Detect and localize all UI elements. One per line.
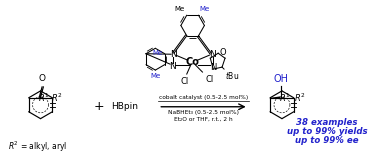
Text: Me: Me — [150, 73, 161, 79]
Text: Me: Me — [200, 6, 210, 12]
Text: Me: Me — [175, 6, 185, 12]
Text: NaBHEt₃ (0.5-2.5 mol%): NaBHEt₃ (0.5-2.5 mol%) — [168, 110, 239, 115]
Text: $R^2$ = alkyl, aryl: $R^2$ = alkyl, aryl — [8, 139, 67, 154]
Text: Me: Me — [152, 50, 163, 56]
Polygon shape — [270, 96, 280, 99]
Text: O: O — [219, 48, 226, 57]
Text: OH: OH — [273, 74, 288, 84]
Text: $R^2$: $R^2$ — [51, 92, 63, 104]
Text: Cl: Cl — [181, 77, 189, 86]
Text: +: + — [94, 100, 105, 113]
Text: up to 99% ee: up to 99% ee — [295, 135, 359, 145]
Text: cobalt catalyst (0.5-2.5 mol%): cobalt catalyst (0.5-2.5 mol%) — [159, 95, 248, 100]
Text: $t$Bu: $t$Bu — [225, 70, 239, 81]
Text: N: N — [169, 62, 175, 71]
Text: HBpin: HBpin — [111, 102, 138, 111]
Text: Cl: Cl — [205, 75, 214, 84]
Text: N: N — [209, 50, 215, 59]
Text: $R^1$: $R^1$ — [279, 92, 291, 104]
Text: O: O — [39, 74, 46, 83]
Text: N: N — [210, 63, 217, 72]
Text: up to 99% yields: up to 99% yields — [287, 127, 367, 136]
Text: Et₂O or THF, r.t., 2 h: Et₂O or THF, r.t., 2 h — [174, 117, 233, 122]
Text: $R^2$: $R^2$ — [294, 92, 305, 104]
Text: N: N — [170, 50, 177, 59]
Text: $R^1$: $R^1$ — [38, 92, 50, 104]
Text: Co: Co — [186, 57, 200, 67]
Text: 38 examples: 38 examples — [296, 118, 358, 127]
